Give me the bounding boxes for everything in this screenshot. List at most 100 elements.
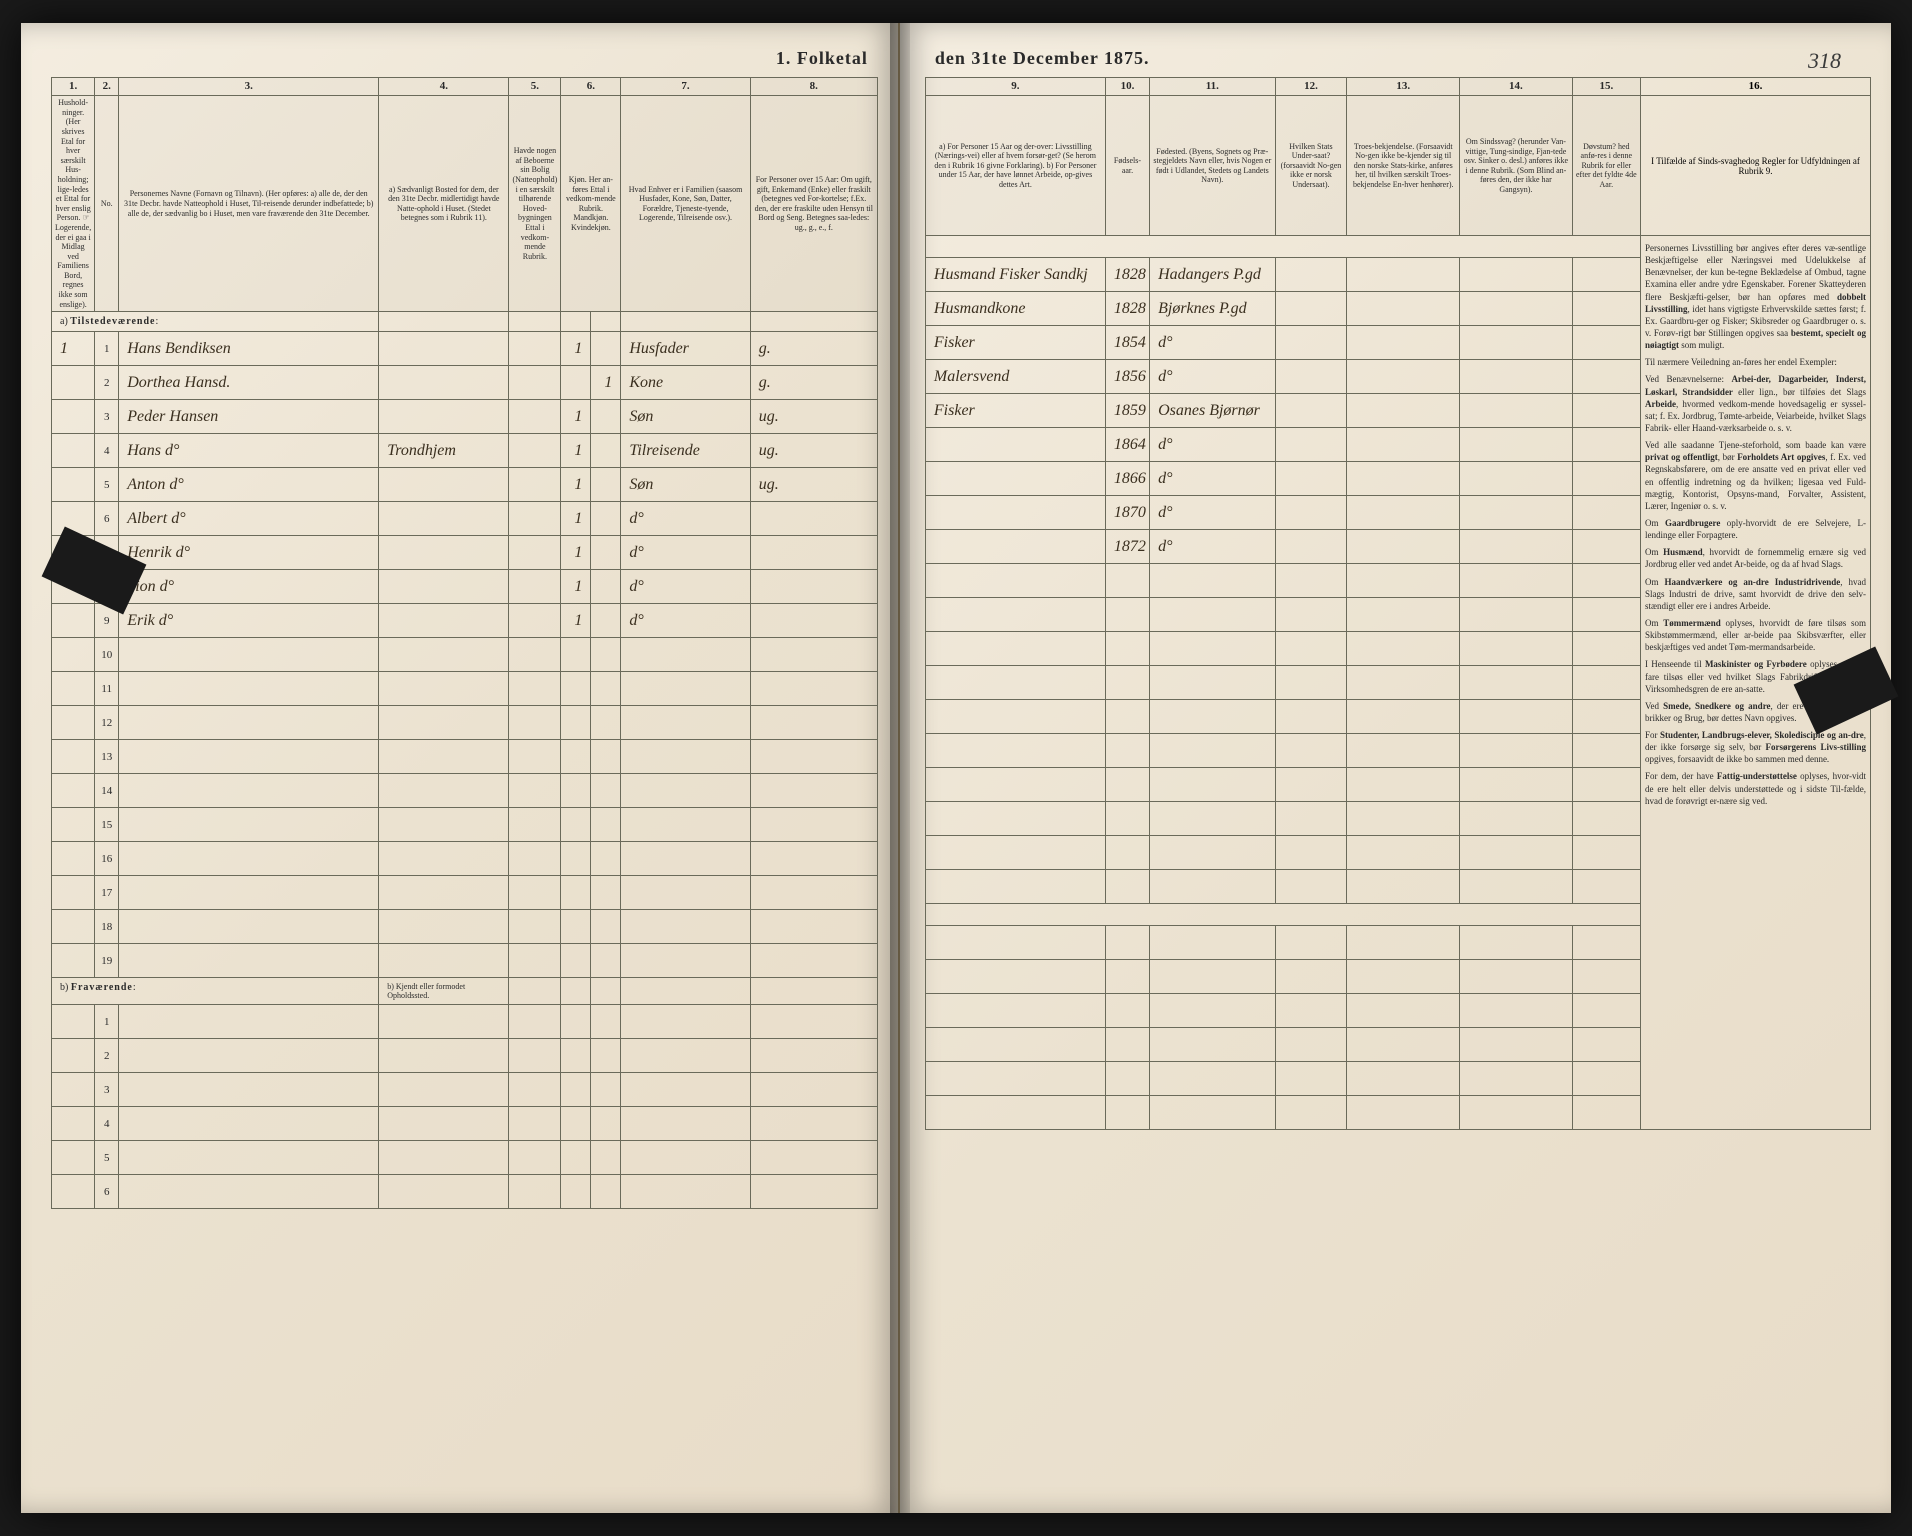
- page-number: 318: [1808, 48, 1841, 74]
- rules-paragraph: Personernes Livsstilling bør angives eft…: [1645, 242, 1866, 351]
- col-num-15: 15.: [1572, 78, 1640, 96]
- table-row: [925, 768, 1640, 802]
- col-head-11: Fødested. (Byens, Sognets og Præ-stegjel…: [1150, 96, 1275, 236]
- table-row: Husmandkone 1828 Bjørknes P.gd: [925, 292, 1640, 326]
- table-row: 19: [52, 944, 878, 978]
- table-row: 4: [52, 1107, 878, 1141]
- table-row: 5 Anton d° 1 Søn ug.: [52, 468, 878, 502]
- table-row: [925, 598, 1640, 632]
- census-ledger-book: 1. Folketal 1. 2. 3. 4. 5. 6. 7. 8. Hush…: [21, 23, 1891, 1513]
- col-num-3: 3.: [119, 78, 379, 96]
- table-row: 4 Hans d° Trondhjem 1 Tilreisende ug.: [52, 434, 878, 468]
- table-row: 18: [52, 910, 878, 944]
- col-head-3: Personernes Navne (Fornavn og Tilnavn). …: [119, 96, 379, 312]
- col-head-7: Hvad Enhver er i Familien (saasom Husfad…: [621, 96, 750, 312]
- table-row: [925, 802, 1640, 836]
- table-row: 10: [52, 638, 878, 672]
- rules-paragraph: Om Tømmermænd oplyses, hvorvidt de føre …: [1645, 617, 1866, 653]
- table-row: [925, 700, 1640, 734]
- col-num-8: 8.: [750, 78, 877, 96]
- table-row: [925, 666, 1640, 700]
- col-num-7: 7.: [621, 78, 750, 96]
- table-row: 3: [52, 1073, 878, 1107]
- col-head-8: For Personer over 15 Aar: Om ugift, gift…: [750, 96, 877, 312]
- table-row: 2: [52, 1039, 878, 1073]
- col-head-12: Hvilken Stats Under-saat? (forsaavidt No…: [1275, 96, 1347, 236]
- rules-paragraph: For Studenter, Landbrugs-elever, Skoledi…: [1645, 729, 1866, 765]
- col-num-12: 12.: [1275, 78, 1347, 96]
- census-table-right: 9. 10. 11. 12. 13. 14. 15. a) For Person…: [925, 77, 1641, 1130]
- census-table-left: 1. 2. 3. 4. 5. 6. 7. 8. Hushold-ninger. …: [51, 77, 878, 1209]
- rules-paragraph: Ved Benævnelserne: Arbei-der, Dagarbeide…: [1645, 373, 1866, 434]
- table-row: [925, 960, 1640, 994]
- col-head-1: Hushold-ninger. (Her skrives Etal for hv…: [52, 96, 95, 312]
- table-row: 13: [52, 740, 878, 774]
- table-row: 8 Sion d° 1 d°: [52, 570, 878, 604]
- col-head-15: Døvstum? hed anfø-res i denne Rubrik for…: [1572, 96, 1640, 236]
- table-row: [925, 994, 1640, 1028]
- title-left: 1. Folketal: [51, 48, 878, 69]
- rules-paragraph: Om Gaardbrugere oply-hvorvidt de ere Sel…: [1645, 517, 1866, 541]
- table-row: 5: [52, 1141, 878, 1175]
- col-head-16: I Tilfælde af Sinds-svaghedog Regler for…: [1641, 96, 1870, 236]
- section-present: a) Tilstedeværende:: [52, 312, 379, 332]
- table-row: 2 Dorthea Hansd. 1 Kone g.: [52, 366, 878, 400]
- table-row: 6: [52, 1175, 878, 1209]
- col-head-2: No.: [95, 96, 119, 312]
- col-head-6: Kjøn. Her an-føres Ettal i vedkom-mende …: [561, 96, 621, 312]
- table-row: [925, 632, 1640, 666]
- col-head-9: a) For Personer 15 Aar og der-over: Livs…: [925, 96, 1105, 236]
- table-row: 16: [52, 842, 878, 876]
- table-row: [925, 926, 1640, 960]
- rules-column: 16. I Tilfælde af Sinds-svaghedog Regler…: [1641, 77, 1871, 1130]
- table-row: 14: [52, 774, 878, 808]
- table-row: [925, 1028, 1640, 1062]
- table-row: 1866 d°: [925, 462, 1640, 496]
- left-page: 1. Folketal 1. 2. 3. 4. 5. 6. 7. 8. Hush…: [21, 23, 900, 1513]
- col-num-10: 10.: [1105, 78, 1149, 96]
- table-row: 1 1 Hans Bendiksen 1 Husfader g.: [52, 332, 878, 366]
- col-head-10: Fødsels-aar.: [1105, 96, 1149, 236]
- table-row: 1870 d°: [925, 496, 1640, 530]
- table-row: 3 Peder Hansen 1 Søn ug.: [52, 400, 878, 434]
- col-num-1: 1.: [52, 78, 95, 96]
- table-row: 11: [52, 672, 878, 706]
- col-num-2: 2.: [95, 78, 119, 96]
- table-row: Fisker 1859 Osanes Bjørnør: [925, 394, 1640, 428]
- col-num-16: 16.: [1641, 78, 1870, 96]
- col-num-11: 11.: [1150, 78, 1275, 96]
- rules-paragraph: Ved alle saadanne Tjene-steforhold, som …: [1645, 439, 1866, 512]
- col-head-14: Om Sindssvag? (herunder Van-vittige, Tun…: [1460, 96, 1573, 236]
- title-right: den 31te December 1875.: [925, 48, 1871, 69]
- table-row: [925, 836, 1640, 870]
- table-row: 1872 d°: [925, 530, 1640, 564]
- rules-text: Personernes Livsstilling bør angives eft…: [1641, 236, 1870, 818]
- table-row: 12: [52, 706, 878, 740]
- table-row: 15: [52, 808, 878, 842]
- col-num-14: 14.: [1460, 78, 1573, 96]
- table-row: [925, 564, 1640, 598]
- table-row: Husmand Fisker Sandkj 1828 Hadangers P.g…: [925, 258, 1640, 292]
- col-num-13: 13.: [1347, 78, 1460, 96]
- table-row: 7 Henrik d° 1 d°: [52, 536, 878, 570]
- rules-paragraph: For dem, der have Fattig-understøttelse …: [1645, 770, 1866, 806]
- rules-paragraph: Om Husmænd, hvorvidt de fornemmelig ernæ…: [1645, 546, 1866, 570]
- col-head-4: a) Sædvanligt Bosted for dem, der den 31…: [379, 96, 509, 312]
- table-row: Malersvend 1856 d°: [925, 360, 1640, 394]
- table-row: 9 Erik d° 1 d°: [52, 604, 878, 638]
- rules-paragraph: Om Haandværkere og an-dre Industridriven…: [1645, 576, 1866, 612]
- table-row: 17: [52, 876, 878, 910]
- table-row: Fisker 1854 d°: [925, 326, 1640, 360]
- rules-paragraph: Til nærmere Veiledning an-føres her ende…: [1645, 356, 1866, 368]
- table-row: [925, 1062, 1640, 1096]
- table-row: 1: [52, 1005, 878, 1039]
- col-head-13: Troes-bekjendelse. (Forsaavidt No-gen ik…: [1347, 96, 1460, 236]
- right-page: 318 den 31te December 1875. 9. 10. 11. 1…: [900, 23, 1891, 1513]
- col-num-5: 5.: [509, 78, 561, 96]
- table-row: 1864 d°: [925, 428, 1640, 462]
- col-head-5: Havde nogen af Beboerne sin Bolig (Natte…: [509, 96, 561, 312]
- table-row: [925, 734, 1640, 768]
- table-row: 6 Albert d° 1 d°: [52, 502, 878, 536]
- col-num-9: 9.: [925, 78, 1105, 96]
- col-num-4: 4.: [379, 78, 509, 96]
